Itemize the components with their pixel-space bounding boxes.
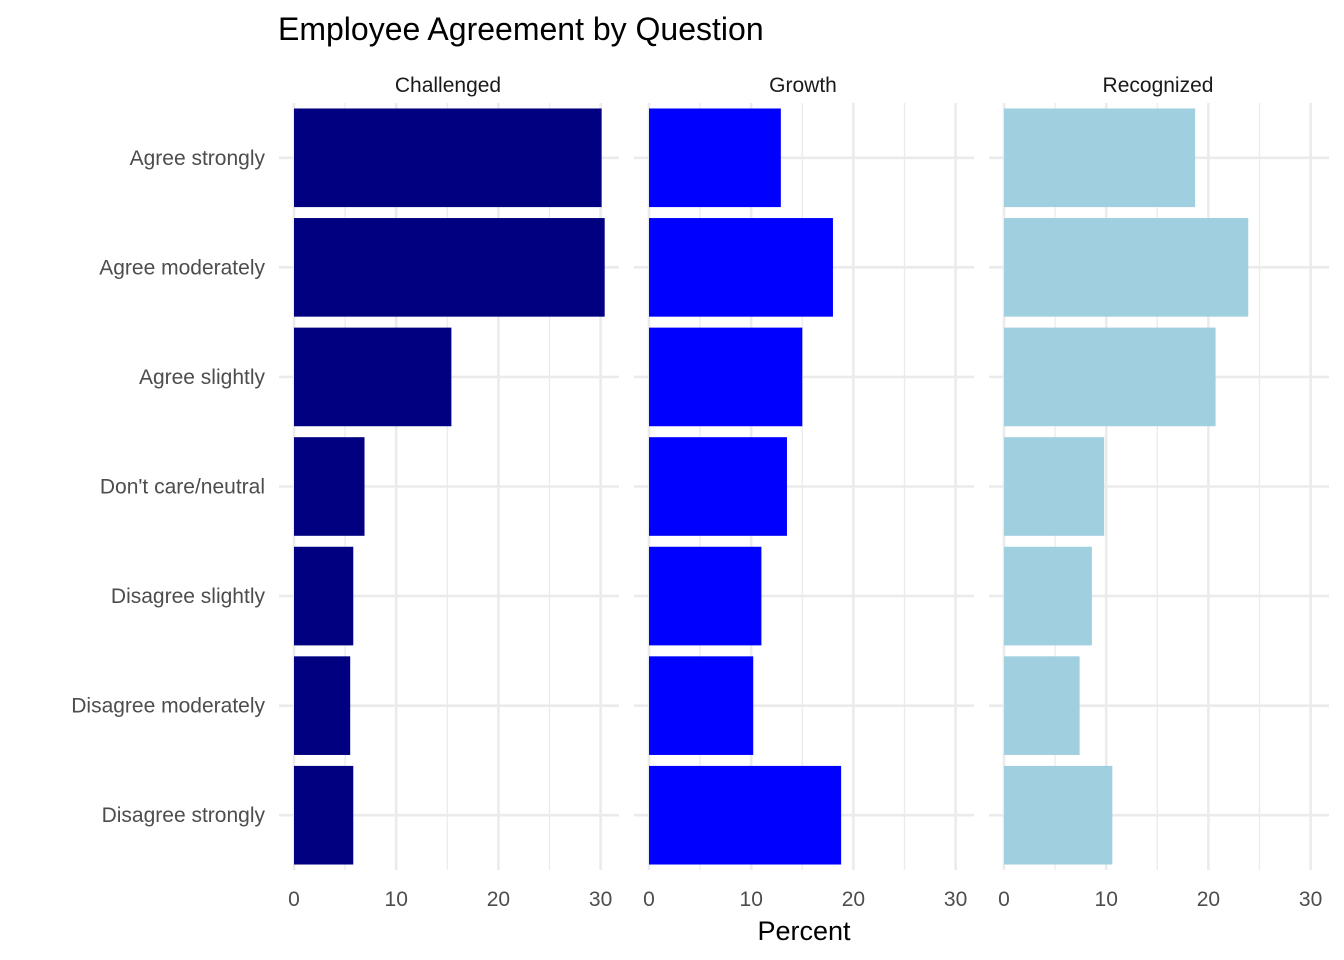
facet-growth: Growth 0 10 20 30 [634, 74, 974, 911]
y-tick-label-disagree-moderately: Disagree moderately [71, 695, 265, 718]
bar-challenged-disagree-moderately [294, 656, 351, 755]
x-tick-label-growth-10: 10 [740, 888, 763, 911]
chart-title: Employee Agreement by Question [278, 11, 764, 47]
x-tick-label-challenged-20: 20 [487, 888, 510, 911]
facet-challenged: Challenged 0 10 20 30 [279, 74, 619, 911]
bar-recognized-disagree-strongly [1004, 765, 1113, 865]
x-tick-label-growth-0: 0 [643, 888, 655, 911]
facet-strip-recognized: Recognized [1103, 74, 1214, 97]
bar-recognized-agree-strongly [1004, 108, 1196, 208]
x-tick-label-recognized-20: 20 [1197, 888, 1220, 911]
bar-recognized-disagree-slightly [1004, 546, 1092, 646]
bar-challenged-disagree-strongly [294, 765, 354, 865]
bar-growth-disagree-strongly [649, 765, 842, 865]
bar-challenged-don-t-care-neutral [294, 437, 365, 536]
y-tick-label-disagree-strongly: Disagree strongly [102, 804, 266, 827]
y-tick-label-agree-moderately: Agree moderately [99, 256, 265, 279]
x-tick-label-challenged-10: 10 [385, 888, 408, 911]
bar-challenged-agree-moderately [294, 218, 605, 317]
y-tick-label-don-t-care-neutral: Don't care/neutral [100, 476, 265, 499]
y-axis: Agree strongly Agree moderately Agree slig… [71, 147, 265, 827]
bar-growth-agree-moderately [649, 218, 833, 317]
y-tick-label-disagree-slightly: Disagree slightly [111, 585, 266, 608]
x-tick-label-growth-30: 30 [944, 888, 967, 911]
bar-challenged-agree-strongly [294, 108, 602, 208]
x-tick-label-challenged-0: 0 [288, 888, 300, 911]
x-tick-label-challenged-30: 30 [589, 888, 612, 911]
facet-recognized: Recognized 0 10 20 30 [989, 74, 1329, 911]
bar-recognized-agree-slightly [1004, 327, 1216, 427]
y-tick-label-agree-strongly: Agree strongly [130, 147, 266, 170]
bar-growth-agree-strongly [649, 108, 781, 208]
bar-growth-don-t-care-neutral [649, 437, 787, 536]
bar-growth-disagree-moderately [649, 656, 754, 755]
bar-recognized-agree-moderately [1004, 218, 1249, 317]
facet-strip-growth: Growth [769, 74, 837, 97]
x-axis-label: Percent [757, 916, 851, 946]
bar-recognized-disagree-moderately [1004, 656, 1080, 755]
x-tick-label-recognized-0: 0 [998, 888, 1010, 911]
x-tick-label-growth-20: 20 [842, 888, 865, 911]
x-tick-label-recognized-30: 30 [1299, 888, 1322, 911]
bar-growth-agree-slightly [649, 327, 803, 427]
y-tick-label-agree-slightly: Agree slightly [139, 366, 266, 389]
x-tick-label-recognized-10: 10 [1095, 888, 1118, 911]
bar-challenged-agree-slightly [294, 327, 452, 427]
bar-recognized-don-t-care-neutral [1004, 437, 1105, 536]
bar-challenged-disagree-slightly [294, 546, 354, 646]
bar-growth-disagree-slightly [649, 546, 762, 646]
facet-strip-challenged: Challenged [395, 74, 501, 97]
